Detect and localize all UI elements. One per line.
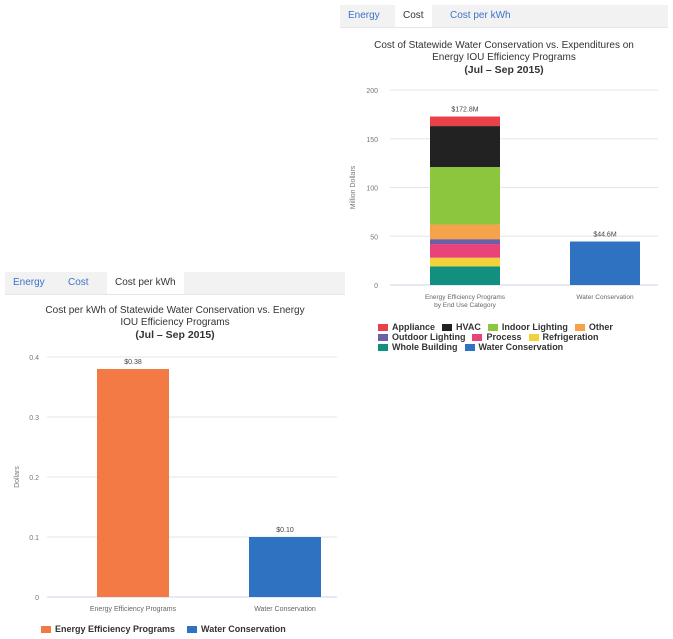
x-tick-label: Energy Efficiency Programs bbox=[90, 606, 177, 613]
x-tick-label: Energy Efficiency Programs bbox=[425, 294, 506, 301]
y-tick-label: 0.4 bbox=[29, 355, 39, 362]
y-tick-label: 150 bbox=[366, 137, 378, 144]
legend-swatch bbox=[487, 323, 498, 331]
cost-per-kwh-panel: Energy Cost Cost per kWh Cost per kWh of… bbox=[5, 272, 345, 637]
y-tick-label: 0.2 bbox=[29, 475, 39, 482]
legend-label: Water Conservation bbox=[201, 624, 286, 634]
bar-segment-water-conservation bbox=[570, 241, 640, 285]
legend-item-appliance[interactable]: Appliance bbox=[378, 322, 435, 332]
cpk-tab-bar: Energy Cost Cost per kWh bbox=[5, 272, 345, 295]
legend-label: Energy Efficiency Programs bbox=[55, 624, 176, 634]
cost-title-period: (Jul – Sep 2015) bbox=[464, 64, 544, 76]
legend-label: Outdoor Lighting bbox=[392, 332, 466, 342]
tab-cost[interactable]: Cost bbox=[395, 5, 432, 27]
legend-item-process[interactable]: Process bbox=[472, 332, 522, 342]
bar-water-conservation bbox=[249, 537, 321, 597]
legend-row: Appliance HVAC Indoor Lighting Other bbox=[378, 322, 668, 332]
x-tick-label: Water Conservation bbox=[254, 606, 316, 613]
legend-item-hvac[interactable]: HVAC bbox=[442, 322, 481, 332]
bar-segment-hvac bbox=[430, 126, 500, 168]
y-tick-label: 50 bbox=[370, 234, 378, 241]
y-axis-label: Dollars bbox=[14, 466, 21, 488]
bar-energy-efficiency-programs bbox=[97, 369, 169, 597]
legend-label: Indoor Lighting bbox=[501, 322, 568, 332]
cpk-title-line2: IOU Efficiency Programs bbox=[120, 317, 230, 328]
y-axis-label: Million Dollars bbox=[350, 165, 357, 209]
y-tick-label: 0 bbox=[35, 595, 39, 602]
x-tick-label: by End Use Category bbox=[434, 302, 497, 309]
legend-label: Water Conservation bbox=[478, 342, 564, 352]
cpk-title-line1: Cost per kWh of Statewide Water Conserva… bbox=[45, 305, 305, 316]
data-label: $44.6M bbox=[593, 232, 617, 239]
legend-item-indoor-lighting[interactable]: Indoor Lighting bbox=[487, 322, 568, 332]
x-tick-label: Water Conservation bbox=[576, 294, 634, 301]
legend-row: Energy Efficiency Programs Water Conserva… bbox=[41, 624, 341, 634]
data-label: $0.10 bbox=[276, 527, 294, 534]
data-label: $172.8M bbox=[451, 107, 478, 114]
cpk-legend: Energy Efficiency Programs Water Conserva… bbox=[41, 624, 341, 634]
legend-swatch bbox=[574, 323, 585, 331]
legend-label: Process bbox=[486, 332, 522, 342]
bar-segment-outdoor-lighting bbox=[430, 239, 500, 245]
legend-swatch bbox=[378, 343, 388, 351]
y-tick-label: 0.1 bbox=[29, 535, 39, 542]
cost-chart-title: Cost of Statewide Water Conservation vs.… bbox=[340, 40, 668, 76]
legend-item-refrigeration[interactable]: Refrigeration bbox=[528, 332, 599, 342]
cost-tab-bar: Energy Cost Cost per kWh bbox=[340, 5, 668, 28]
data-label: $0.38 bbox=[124, 359, 142, 366]
tab-energy[interactable]: Energy bbox=[348, 10, 380, 21]
legend-row: Whole Building Water Conservation bbox=[378, 342, 668, 352]
bar-segment-other bbox=[430, 224, 500, 240]
legend-swatch bbox=[442, 323, 453, 331]
bar-segment-refrigeration bbox=[430, 257, 500, 267]
y-tick-label: 200 bbox=[366, 88, 378, 95]
legend-item-other[interactable]: Other bbox=[574, 322, 613, 332]
y-tick-label: 100 bbox=[366, 186, 378, 193]
legend-label: HVAC bbox=[456, 322, 481, 332]
legend-swatch bbox=[187, 625, 198, 633]
tab-energy[interactable]: Energy bbox=[13, 277, 45, 288]
tab-cost-per-kwh[interactable]: Cost per kWh bbox=[107, 272, 184, 294]
tab-cost[interactable]: Cost bbox=[68, 277, 89, 288]
cost-panel: Energy Cost Cost per kWh Cost of Statewi… bbox=[340, 5, 668, 370]
cost-chart: 0 50 100 150 200 Million Dollars $172.8M Energy… bbox=[350, 88, 658, 309]
cost-title-line1: Cost of Statewide Water Conservation vs.… bbox=[374, 40, 634, 51]
legend-label: Refrigeration bbox=[542, 332, 599, 342]
cost-title-line2: Energy IOU Efficiency Programs bbox=[432, 52, 576, 63]
legend-swatch bbox=[528, 333, 539, 341]
y-tick-label: 0.3 bbox=[29, 415, 39, 422]
cpk-chart: 0 0.1 0.2 0.3 0.4 Dollars $0.38 Energy Efficien… bbox=[14, 355, 337, 613]
legend-swatch bbox=[378, 323, 388, 331]
legend-item-outdoor-lighting[interactable]: Outdoor Lighting bbox=[378, 332, 465, 342]
bar-segment-indoor-lighting bbox=[430, 167, 500, 225]
legend-swatch bbox=[41, 625, 51, 633]
cost-legend: Appliance HVAC Indoor Lighting Other Outdoor… bbox=[378, 322, 668, 352]
legend-label: Other bbox=[588, 322, 613, 332]
bar-segment-whole-building bbox=[430, 266, 500, 285]
bar-segment-process bbox=[430, 244, 500, 258]
legend-label: Appliance bbox=[392, 322, 436, 332]
legend-swatch bbox=[472, 333, 483, 341]
legend-swatch bbox=[378, 333, 388, 341]
legend-row: Outdoor Lighting Process Refrigeration bbox=[378, 332, 668, 342]
bar-segment-appliance bbox=[430, 116, 500, 127]
legend-item-whole-building[interactable]: Whole Building bbox=[378, 342, 458, 352]
legend-item-water-conservation[interactable]: Water Conservation bbox=[187, 624, 286, 634]
y-tick-label: 0 bbox=[374, 283, 378, 290]
legend-label: Whole Building bbox=[392, 342, 458, 352]
cpk-chart-title: Cost per kWh of Statewide Water Conserva… bbox=[5, 305, 345, 341]
legend-item-water-conservation[interactable]: Water Conservation bbox=[464, 342, 564, 352]
legend-item-energy-efficiency-programs[interactable]: Energy Efficiency Programs bbox=[41, 624, 175, 634]
tab-cost-per-kwh[interactable]: Cost per kWh bbox=[450, 10, 511, 21]
cpk-title-period: (Jul – Sep 2015) bbox=[135, 329, 215, 341]
legend-swatch bbox=[464, 343, 475, 351]
